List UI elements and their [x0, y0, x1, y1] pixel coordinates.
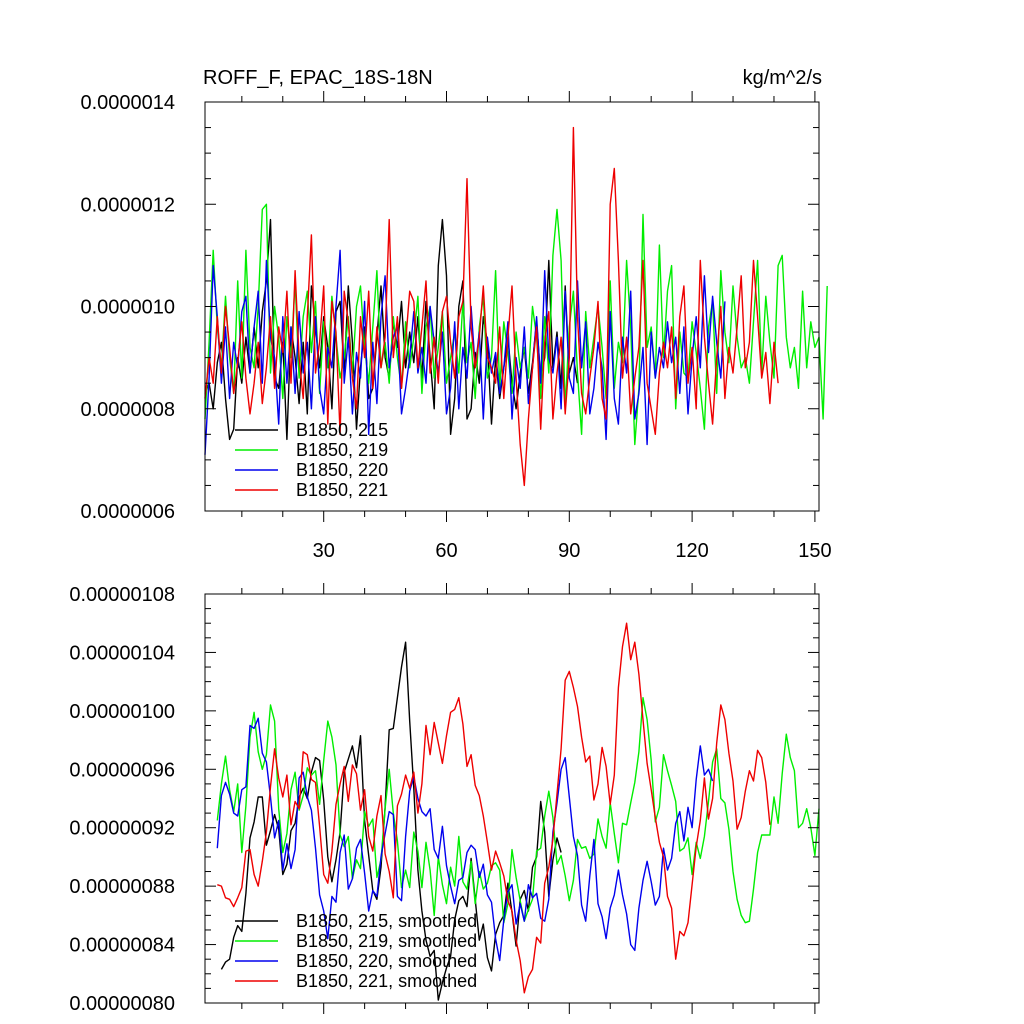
legend-label: B1850, 215, smoothed	[296, 911, 477, 931]
series-line-3	[204, 249, 726, 455]
series-line-4	[217, 622, 771, 994]
y-tick-label: 0.0000006	[80, 501, 175, 523]
top-panel-frame	[204, 101, 820, 512]
y-tick-label: 0.00000104	[69, 642, 175, 664]
y-tick-label: 0.0000012	[80, 194, 175, 216]
legend-label: B1850, 219, smoothed	[296, 931, 477, 951]
legend-label: B1850, 219	[296, 440, 388, 460]
series-line-4	[204, 126, 779, 487]
top-panel: ROFF_F, EPAC_18S-18N kg/m^2/s 0.0000006 0…	[80, 67, 831, 562]
y-tick-label: 0.0000008	[80, 399, 175, 421]
series-line-2	[216, 697, 820, 924]
series-line-2	[204, 203, 828, 446]
bottom-panel-frame	[204, 593, 820, 1004]
top-panel-title: ROFF_F, EPAC_18S-18N	[203, 67, 433, 89]
legend-label: B1850, 220, smoothed	[296, 951, 477, 971]
x-tick-label: 30	[313, 540, 335, 562]
legend-label: B1850, 220	[296, 460, 388, 480]
y-tick-label: 0.00000084	[69, 935, 175, 957]
y-tick-label: 0.00000088	[69, 876, 175, 898]
series-line-3	[216, 717, 714, 962]
legend-label: B1850, 215	[296, 420, 388, 440]
legend-label: B1850, 221	[296, 480, 388, 500]
legend-label: B1850, 221, smoothed	[296, 971, 477, 991]
x-tick-label: 60	[435, 540, 457, 562]
y-tick-label: 0.00000092	[69, 818, 175, 840]
y-tick-label: 0.00000108	[69, 584, 175, 606]
y-tick-label: 0.00000080	[69, 993, 175, 1015]
top-panel-units: kg/m^2/s	[743, 67, 822, 89]
y-tick-label: 0.00000100	[69, 701, 175, 723]
y-tick-label: 0.00000096	[69, 759, 175, 781]
y-tick-label: 0.0000014	[80, 92, 175, 114]
x-tick-label: 90	[558, 540, 580, 562]
y-tick-label: 0.0000010	[80, 297, 175, 319]
x-tick-label: 120	[675, 540, 708, 562]
series-line-1	[220, 641, 562, 1001]
bottom-panel: 0.00000080 0.00000084 0.00000088 0.00000092…	[69, 583, 820, 1015]
x-tick-label: 150	[798, 540, 831, 562]
